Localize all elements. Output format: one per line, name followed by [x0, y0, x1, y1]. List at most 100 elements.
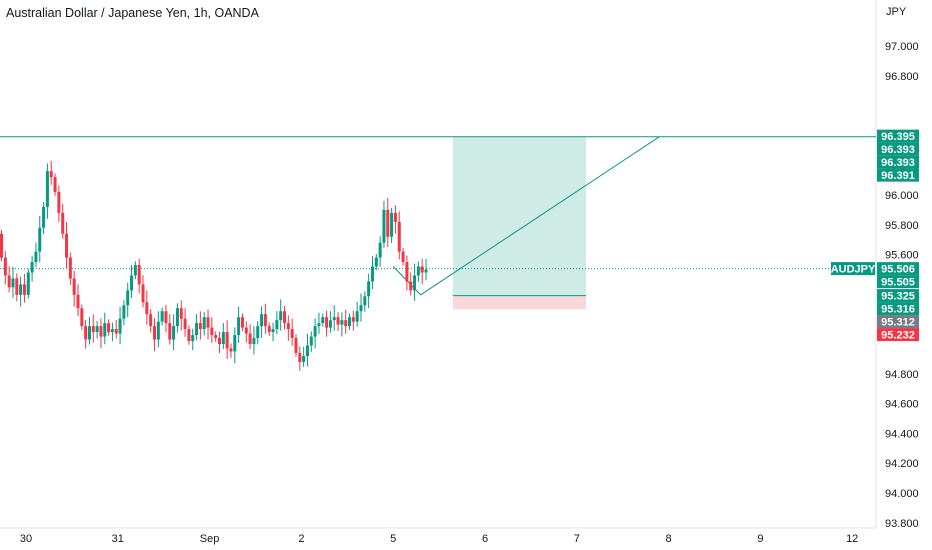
- candle-body[interactable]: [141, 284, 145, 303]
- candle-body[interactable]: [130, 275, 134, 291]
- candle-body[interactable]: [202, 317, 206, 330]
- candle-body[interactable]: [405, 262, 409, 282]
- candle-body[interactable]: [61, 212, 65, 234]
- candle-body[interactable]: [298, 352, 302, 362]
- candle-body[interactable]: [214, 335, 218, 339]
- candle-body[interactable]: [68, 257, 72, 279]
- candle-body[interactable]: [84, 326, 88, 340]
- candle-body[interactable]: [122, 305, 126, 319]
- candle-body[interactable]: [279, 311, 283, 321]
- candle-body[interactable]: [355, 311, 359, 322]
- candle-body[interactable]: [382, 209, 386, 243]
- candle-body[interactable]: [30, 262, 34, 273]
- candle-body[interactable]: [42, 206, 46, 228]
- candle-body[interactable]: [309, 336, 313, 346]
- candle-body[interactable]: [218, 338, 222, 344]
- candle-body[interactable]: [11, 278, 15, 288]
- candle-body[interactable]: [87, 326, 91, 340]
- candle-body[interactable]: [321, 317, 325, 324]
- candle-body[interactable]: [65, 233, 69, 258]
- candle-body[interactable]: [110, 329, 114, 333]
- candle-body[interactable]: [424, 269, 428, 273]
- candle-body[interactable]: [187, 329, 191, 342]
- candle-body[interactable]: [195, 323, 199, 336]
- candle-body[interactable]: [172, 326, 176, 340]
- candle-body[interactable]: [229, 348, 233, 352]
- candle-body[interactable]: [420, 266, 424, 273]
- candle-body[interactable]: [76, 294, 80, 309]
- candle-body[interactable]: [168, 323, 172, 340]
- candle-body[interactable]: [260, 314, 264, 327]
- candle-body[interactable]: [367, 281, 371, 297]
- candle-body[interactable]: [413, 275, 417, 291]
- candle-body[interactable]: [359, 305, 363, 312]
- candle-body[interactable]: [107, 323, 111, 333]
- candle-body[interactable]: [302, 355, 306, 362]
- candle-body[interactable]: [22, 284, 26, 295]
- candle-body[interactable]: [26, 272, 30, 295]
- candle-body[interactable]: [416, 266, 420, 276]
- candle-body[interactable]: [305, 345, 309, 356]
- candle-body[interactable]: [206, 317, 210, 328]
- projection-path-drawing[interactable]: [392, 136, 660, 296]
- candle-body[interactable]: [248, 333, 252, 344]
- candle-body[interactable]: [210, 327, 214, 336]
- candle-body[interactable]: [45, 171, 49, 207]
- candle-body[interactable]: [191, 335, 195, 342]
- candle-body[interactable]: [332, 317, 336, 321]
- candle-body[interactable]: [336, 317, 340, 325]
- candle-body[interactable]: [38, 227, 42, 252]
- candle-body[interactable]: [370, 266, 374, 282]
- candle-body[interactable]: [409, 281, 413, 291]
- candle-body[interactable]: [7, 275, 11, 288]
- candle-body[interactable]: [80, 308, 84, 327]
- candle-body[interactable]: [378, 242, 382, 258]
- candle-body[interactable]: [317, 323, 321, 327]
- candle-body[interactable]: [126, 290, 130, 306]
- candle-body[interactable]: [290, 329, 294, 339]
- candle-body[interactable]: [175, 308, 179, 327]
- candle-body[interactable]: [386, 209, 390, 237]
- candle-body[interactable]: [133, 265, 137, 276]
- candle-body[interactable]: [233, 335, 237, 352]
- candle-body[interactable]: [156, 321, 160, 340]
- candle-body[interactable]: [145, 302, 149, 315]
- candle-body[interactable]: [95, 326, 99, 333]
- long-position-stop-zone[interactable]: [452, 295, 586, 310]
- candle-body[interactable]: [49, 171, 53, 178]
- candle-body[interactable]: [390, 212, 394, 237]
- candle-body[interactable]: [275, 320, 279, 330]
- candle-body[interactable]: [149, 314, 153, 327]
- candle-body[interactable]: [244, 327, 248, 334]
- candle-body[interactable]: [286, 323, 290, 330]
- candle-body[interactable]: [348, 317, 352, 327]
- candle-body[interactable]: [0, 233, 4, 258]
- candle-body[interactable]: [271, 329, 275, 333]
- candle-body[interactable]: [325, 317, 329, 328]
- candle-body[interactable]: [137, 265, 141, 285]
- candle-body[interactable]: [99, 326, 103, 337]
- candle-body[interactable]: [351, 317, 355, 322]
- candle-body[interactable]: [53, 177, 57, 193]
- candle-body[interactable]: [225, 332, 229, 349]
- candle-body[interactable]: [164, 311, 168, 324]
- candle-body[interactable]: [3, 257, 7, 276]
- candle-body[interactable]: [340, 320, 344, 325]
- candle-body[interactable]: [237, 317, 241, 336]
- candle-body[interactable]: [34, 251, 38, 263]
- candle-body[interactable]: [344, 320, 348, 327]
- candle-body[interactable]: [57, 192, 61, 213]
- candle-body[interactable]: [328, 320, 332, 328]
- candle-body[interactable]: [103, 323, 107, 337]
- candle-body[interactable]: [118, 318, 122, 334]
- candle-body[interactable]: [397, 221, 401, 252]
- candle-body[interactable]: [393, 212, 397, 222]
- candle-body[interactable]: [252, 338, 256, 344]
- candle-body[interactable]: [19, 284, 23, 295]
- candle-body[interactable]: [283, 311, 287, 324]
- candle-body[interactable]: [179, 308, 183, 319]
- long-position-profit-zone[interactable]: [452, 136, 586, 296]
- candle-body[interactable]: [256, 326, 260, 339]
- candle-body[interactable]: [91, 326, 95, 333]
